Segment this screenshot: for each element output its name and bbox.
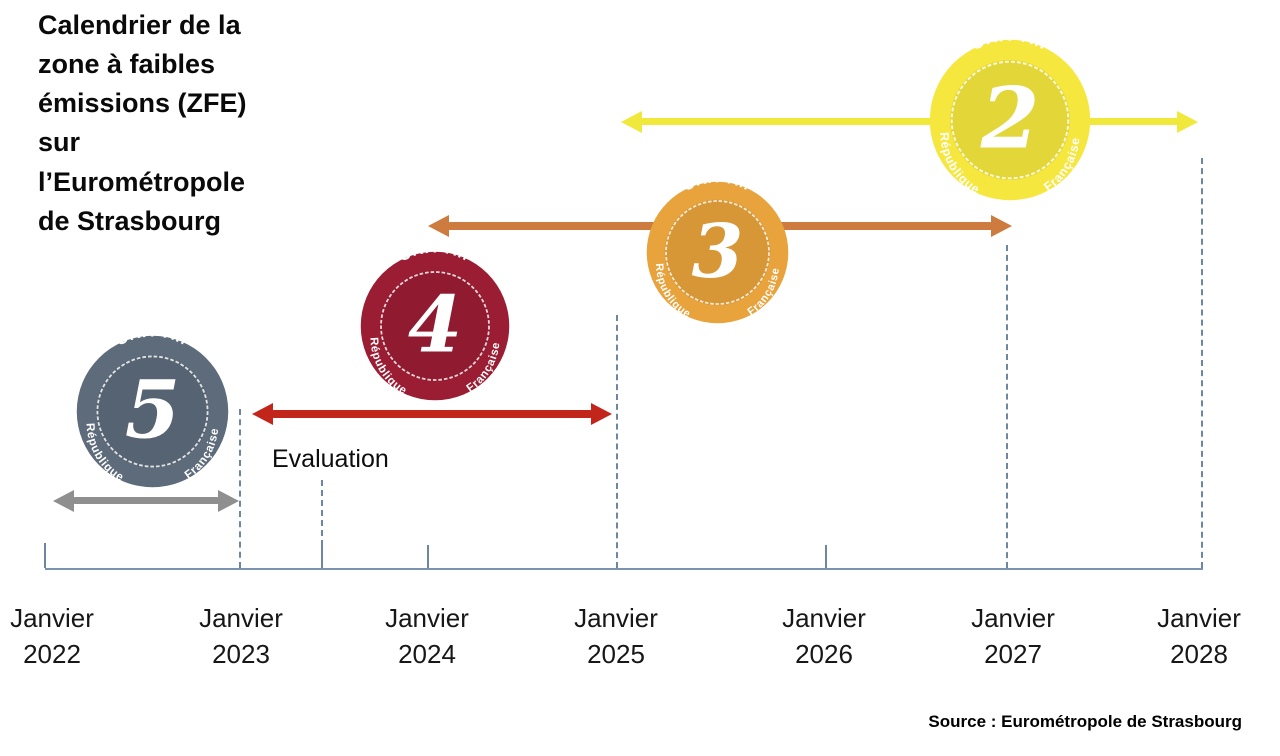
badge-disc [360, 251, 510, 401]
arrow-crit-air-5-period [53, 489, 239, 512]
guide-line-jan-2025 [616, 315, 618, 568]
axis-label-janvier-2022: Janvier 2022 [0, 601, 127, 673]
badge-disc [929, 39, 1091, 201]
badge-ring [380, 271, 490, 381]
axis-tick-jan-2024 [427, 545, 429, 568]
crit-air-4-badge: CRIT'Air 4 République Française [360, 251, 510, 401]
crit-air-2-badge: CRIT'Air 2 République Française [929, 39, 1091, 201]
badge-disc [76, 335, 229, 488]
arrow-crit-air-4-period [252, 403, 612, 425]
badge-number: 2 [980, 69, 1040, 168]
arrowhead-right-icon [591, 403, 612, 425]
badge-inner-shade [379, 270, 491, 382]
badge-number: 4 [408, 280, 462, 371]
axis-label-janvier-2026: Janvier 2026 [749, 601, 899, 673]
axis-label-month: Janvier [574, 603, 658, 633]
axis-label-year: 2024 [398, 638, 456, 669]
source-credit: Source : Eurométropole de Strasbourg [928, 712, 1242, 731]
badge-number: 3 [692, 207, 744, 295]
badge-disc [646, 181, 789, 324]
badge-inner-shade [95, 354, 210, 469]
axis-label-year: 2022 [23, 638, 81, 669]
timeline-axis [45, 568, 1203, 570]
guide-line-jan-2028 [1201, 158, 1203, 568]
axis-tick-mid-2023 [321, 546, 323, 568]
axis-tick-jan-2026 [825, 545, 827, 568]
badge-number: 5 [125, 363, 180, 457]
axis-label-janvier-2025: Janvier 2025 [541, 601, 691, 673]
crit-air-5-badge: CRIT'Air 5 République Française [76, 335, 229, 488]
guide-line-mid-2023 [321, 480, 323, 546]
badge-ring [665, 200, 770, 305]
badge-inner-shade [950, 60, 1070, 180]
axis-label-year: 2025 [587, 638, 645, 669]
arrowhead-left-icon [53, 489, 74, 512]
badge-ring [950, 60, 1070, 180]
axis-label-year: 2023 [212, 638, 270, 669]
arrowhead-right-icon [1177, 110, 1198, 133]
axis-label-janvier-2027: Janvier 2027 [938, 601, 1088, 673]
axis-label-month: Janvier [971, 603, 1055, 633]
arrowhead-left-icon [428, 215, 449, 237]
arrowhead-right-icon [991, 215, 1012, 237]
evaluation-label: Evaluation [272, 445, 389, 473]
badge-ring [96, 355, 209, 468]
guide-line-jan-2023 [239, 409, 241, 568]
axis-label-month: Janvier [10, 603, 94, 633]
crit-air-3-badge: CRIT'Air 3 République Française [646, 181, 789, 324]
arrowhead-right-icon [218, 489, 239, 512]
axis-label-month: Janvier [199, 603, 283, 633]
axis-label-year: 2028 [1170, 638, 1228, 669]
arrow-crit-air-2-period [621, 110, 1198, 133]
axis-label-janvier-2028: Janvier 2028 [1124, 601, 1274, 673]
axis-label-year: 2026 [795, 638, 853, 669]
guide-line-jan-2027 [1006, 245, 1008, 568]
axis-label-year: 2027 [984, 638, 1042, 669]
arrowhead-left-icon [252, 403, 273, 425]
axis-label-month: Janvier [782, 603, 866, 633]
axis-label-janvier-2024: Janvier 2024 [352, 601, 502, 673]
arrowhead-left-icon [621, 110, 642, 133]
axis-label-month: Janvier [385, 603, 469, 633]
page-title: Calendrier de la zone à faibles émission… [38, 10, 247, 236]
badge-inner-shade [664, 199, 771, 306]
axis-label-janvier-2023: Janvier 2023 [166, 601, 316, 673]
axis-label-month: Janvier [1157, 603, 1241, 633]
axis-tick-jan-2022 [44, 543, 46, 568]
